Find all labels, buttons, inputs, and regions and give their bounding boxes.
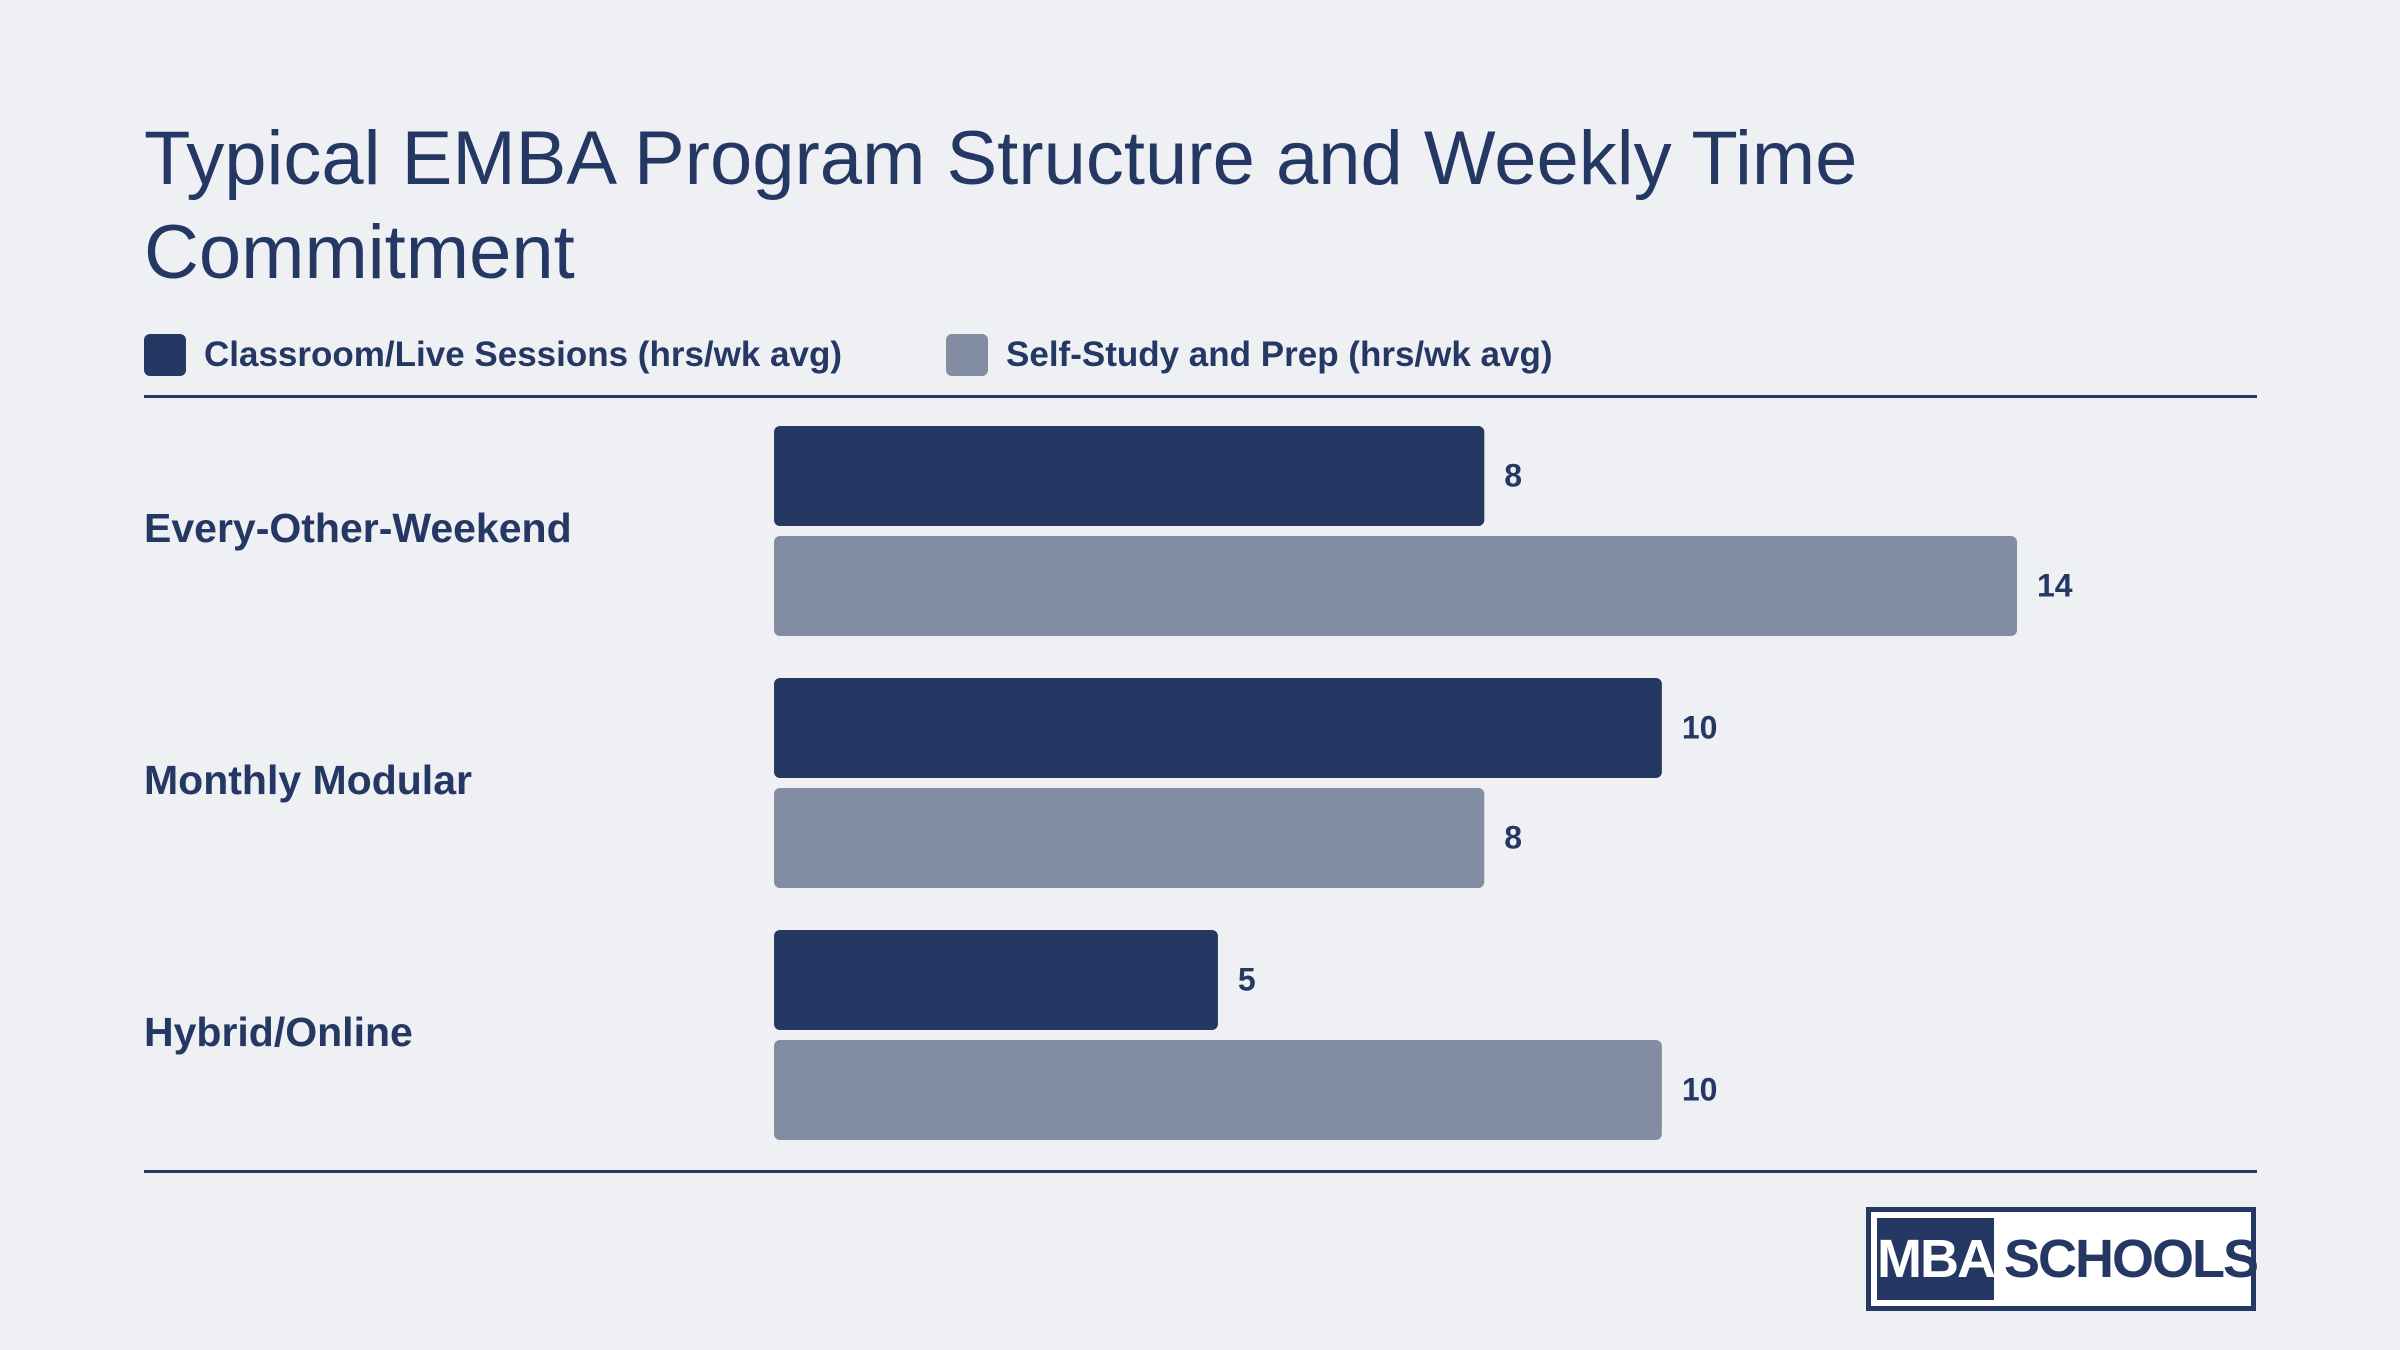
legend-item-self-study: Self-Study and Prep (hrs/wk avg) (946, 334, 1553, 376)
data-label: 8 (1504, 819, 1522, 855)
data-label: 10 (1682, 1071, 1718, 1107)
legend-label-classroom: Classroom/Live Sessions (hrs/wk avg) (204, 335, 843, 374)
category-label: Hybrid/Online (144, 1009, 413, 1055)
legend: Classroom/Live Sessions (hrs/wk avg) Sel… (144, 332, 1657, 378)
logo-mba-text: MBA (1877, 1218, 1996, 1300)
legend-swatch-self-study (946, 334, 989, 376)
bar (774, 930, 1218, 1030)
category-label: Every-Other-Weekend (144, 505, 572, 551)
data-label: 10 (1682, 709, 1718, 745)
legend-item-classroom: Classroom/Live Sessions (hrs/wk avg) (144, 334, 842, 376)
data-label: 5 (1238, 961, 1256, 997)
bar (774, 536, 2017, 636)
legend-swatch-classroom (144, 334, 186, 376)
chart-title: Typical EMBA Program Structure and Weekl… (144, 116, 1858, 295)
data-label: 14 (2037, 567, 2073, 603)
logo-schools-text: SCHOOLS (2003, 1229, 2259, 1289)
bottom-divider (144, 1170, 2257, 1173)
bar (774, 1040, 1662, 1140)
data-label: 8 (1504, 457, 1522, 493)
bar (774, 788, 1485, 888)
bar (774, 426, 1485, 526)
mba-schools-logo: MBA SCHOOLS (1866, 1207, 2259, 1311)
top-divider (144, 395, 2257, 398)
legend-label-self-study: Self-Study and Prep (hrs/wk avg) (1006, 335, 1553, 374)
bar (774, 678, 1662, 778)
category-label: Monthly Modular (144, 757, 472, 803)
